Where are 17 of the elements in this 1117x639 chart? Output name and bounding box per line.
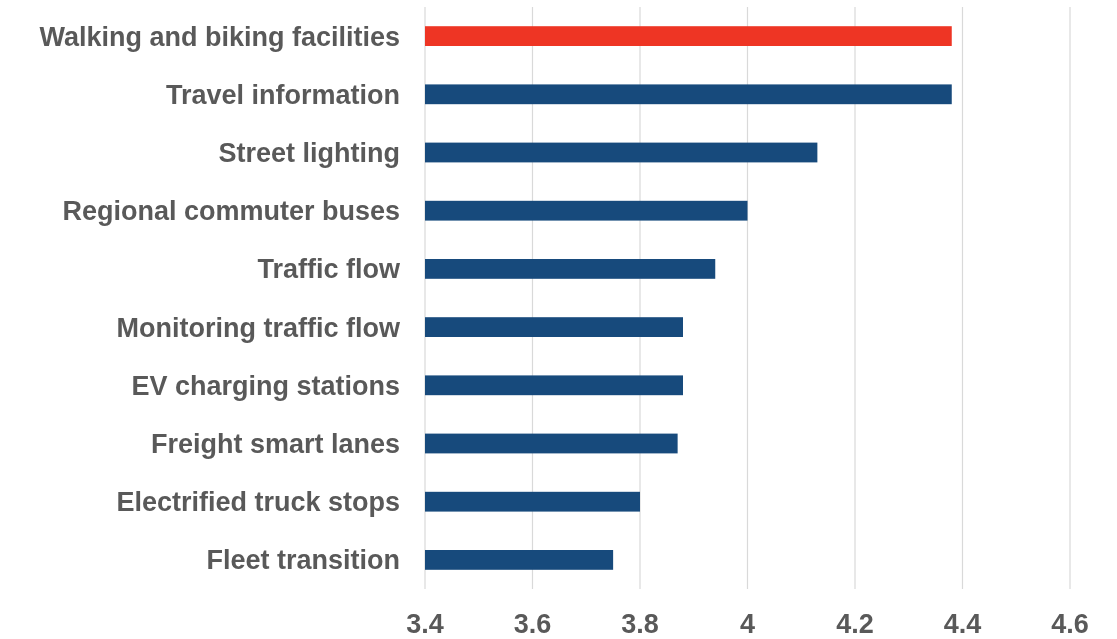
x-tick-label: 4.6 — [1051, 609, 1089, 639]
y-tick-label: Street lighting — [218, 137, 400, 168]
y-tick-label: Fleet transition — [206, 545, 400, 576]
y-tick-label: Electrified truck stops — [116, 487, 400, 518]
x-tick-label: 3.4 — [406, 609, 444, 639]
y-tick-label: Regional commuter buses — [62, 196, 400, 227]
x-tick-label: 4.4 — [943, 609, 982, 639]
y-tick-label: Freight smart lanes — [150, 428, 400, 459]
y-tick-label: EV charging stations — [131, 370, 400, 401]
x-tick-label: 4 — [739, 609, 756, 639]
y-tick-label: Traffic flow — [257, 254, 401, 285]
y-tick-label: Travel information — [165, 79, 400, 110]
x-tick-label: 4.2 — [836, 609, 874, 639]
x-tick-label: 3.6 — [513, 609, 552, 639]
y-tick-label: Walking and biking facilities — [39, 21, 400, 52]
y-tick-label: Monitoring traffic flow — [116, 312, 401, 343]
x-tick-label: 3.8 — [621, 609, 659, 639]
